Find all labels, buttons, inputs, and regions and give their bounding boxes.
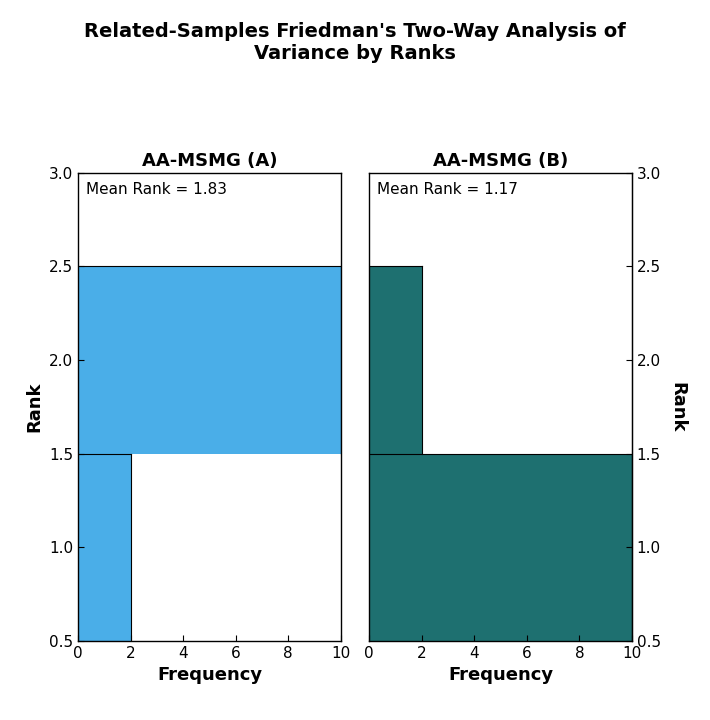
Text: Related-Samples Friedman's Two-Way Analysis of
Variance by Ranks: Related-Samples Friedman's Two-Way Analy… [84, 22, 626, 63]
Title: AA-MSMG (B): AA-MSMG (B) [433, 152, 568, 170]
Text: Mean Rank = 1.83: Mean Rank = 1.83 [86, 182, 227, 197]
X-axis label: Frequency: Frequency [448, 666, 553, 684]
Title: AA-MSMG (A): AA-MSMG (A) [142, 152, 277, 170]
Bar [78, 266, 341, 454]
Bar [78, 454, 131, 641]
Y-axis label: Rank: Rank [26, 382, 43, 432]
Y-axis label: Rank: Rank [668, 382, 686, 432]
Bar [369, 454, 632, 641]
Text: Mean Rank = 1.17: Mean Rank = 1.17 [377, 182, 518, 197]
Bar [369, 266, 422, 454]
X-axis label: Frequency: Frequency [157, 666, 262, 684]
